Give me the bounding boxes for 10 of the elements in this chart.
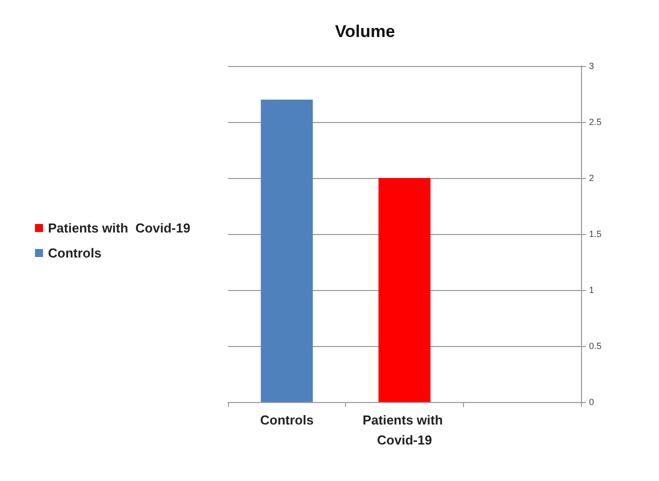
y-tick-label: 2 [589, 173, 594, 183]
y-tick-label: 1 [589, 285, 594, 295]
legend-label: Controls [48, 246, 102, 260]
y-tick-label: 0 [589, 397, 594, 407]
y-tick-label: 2.5 [589, 117, 602, 127]
y-tick-label: 1.5 [589, 229, 602, 239]
y-tick-label: 0.5 [589, 341, 602, 351]
y-tick-label: 3 [589, 61, 594, 71]
chart-title: Volume [334, 22, 396, 41]
legend-label: Patients with Covid-19 [48, 220, 190, 236]
